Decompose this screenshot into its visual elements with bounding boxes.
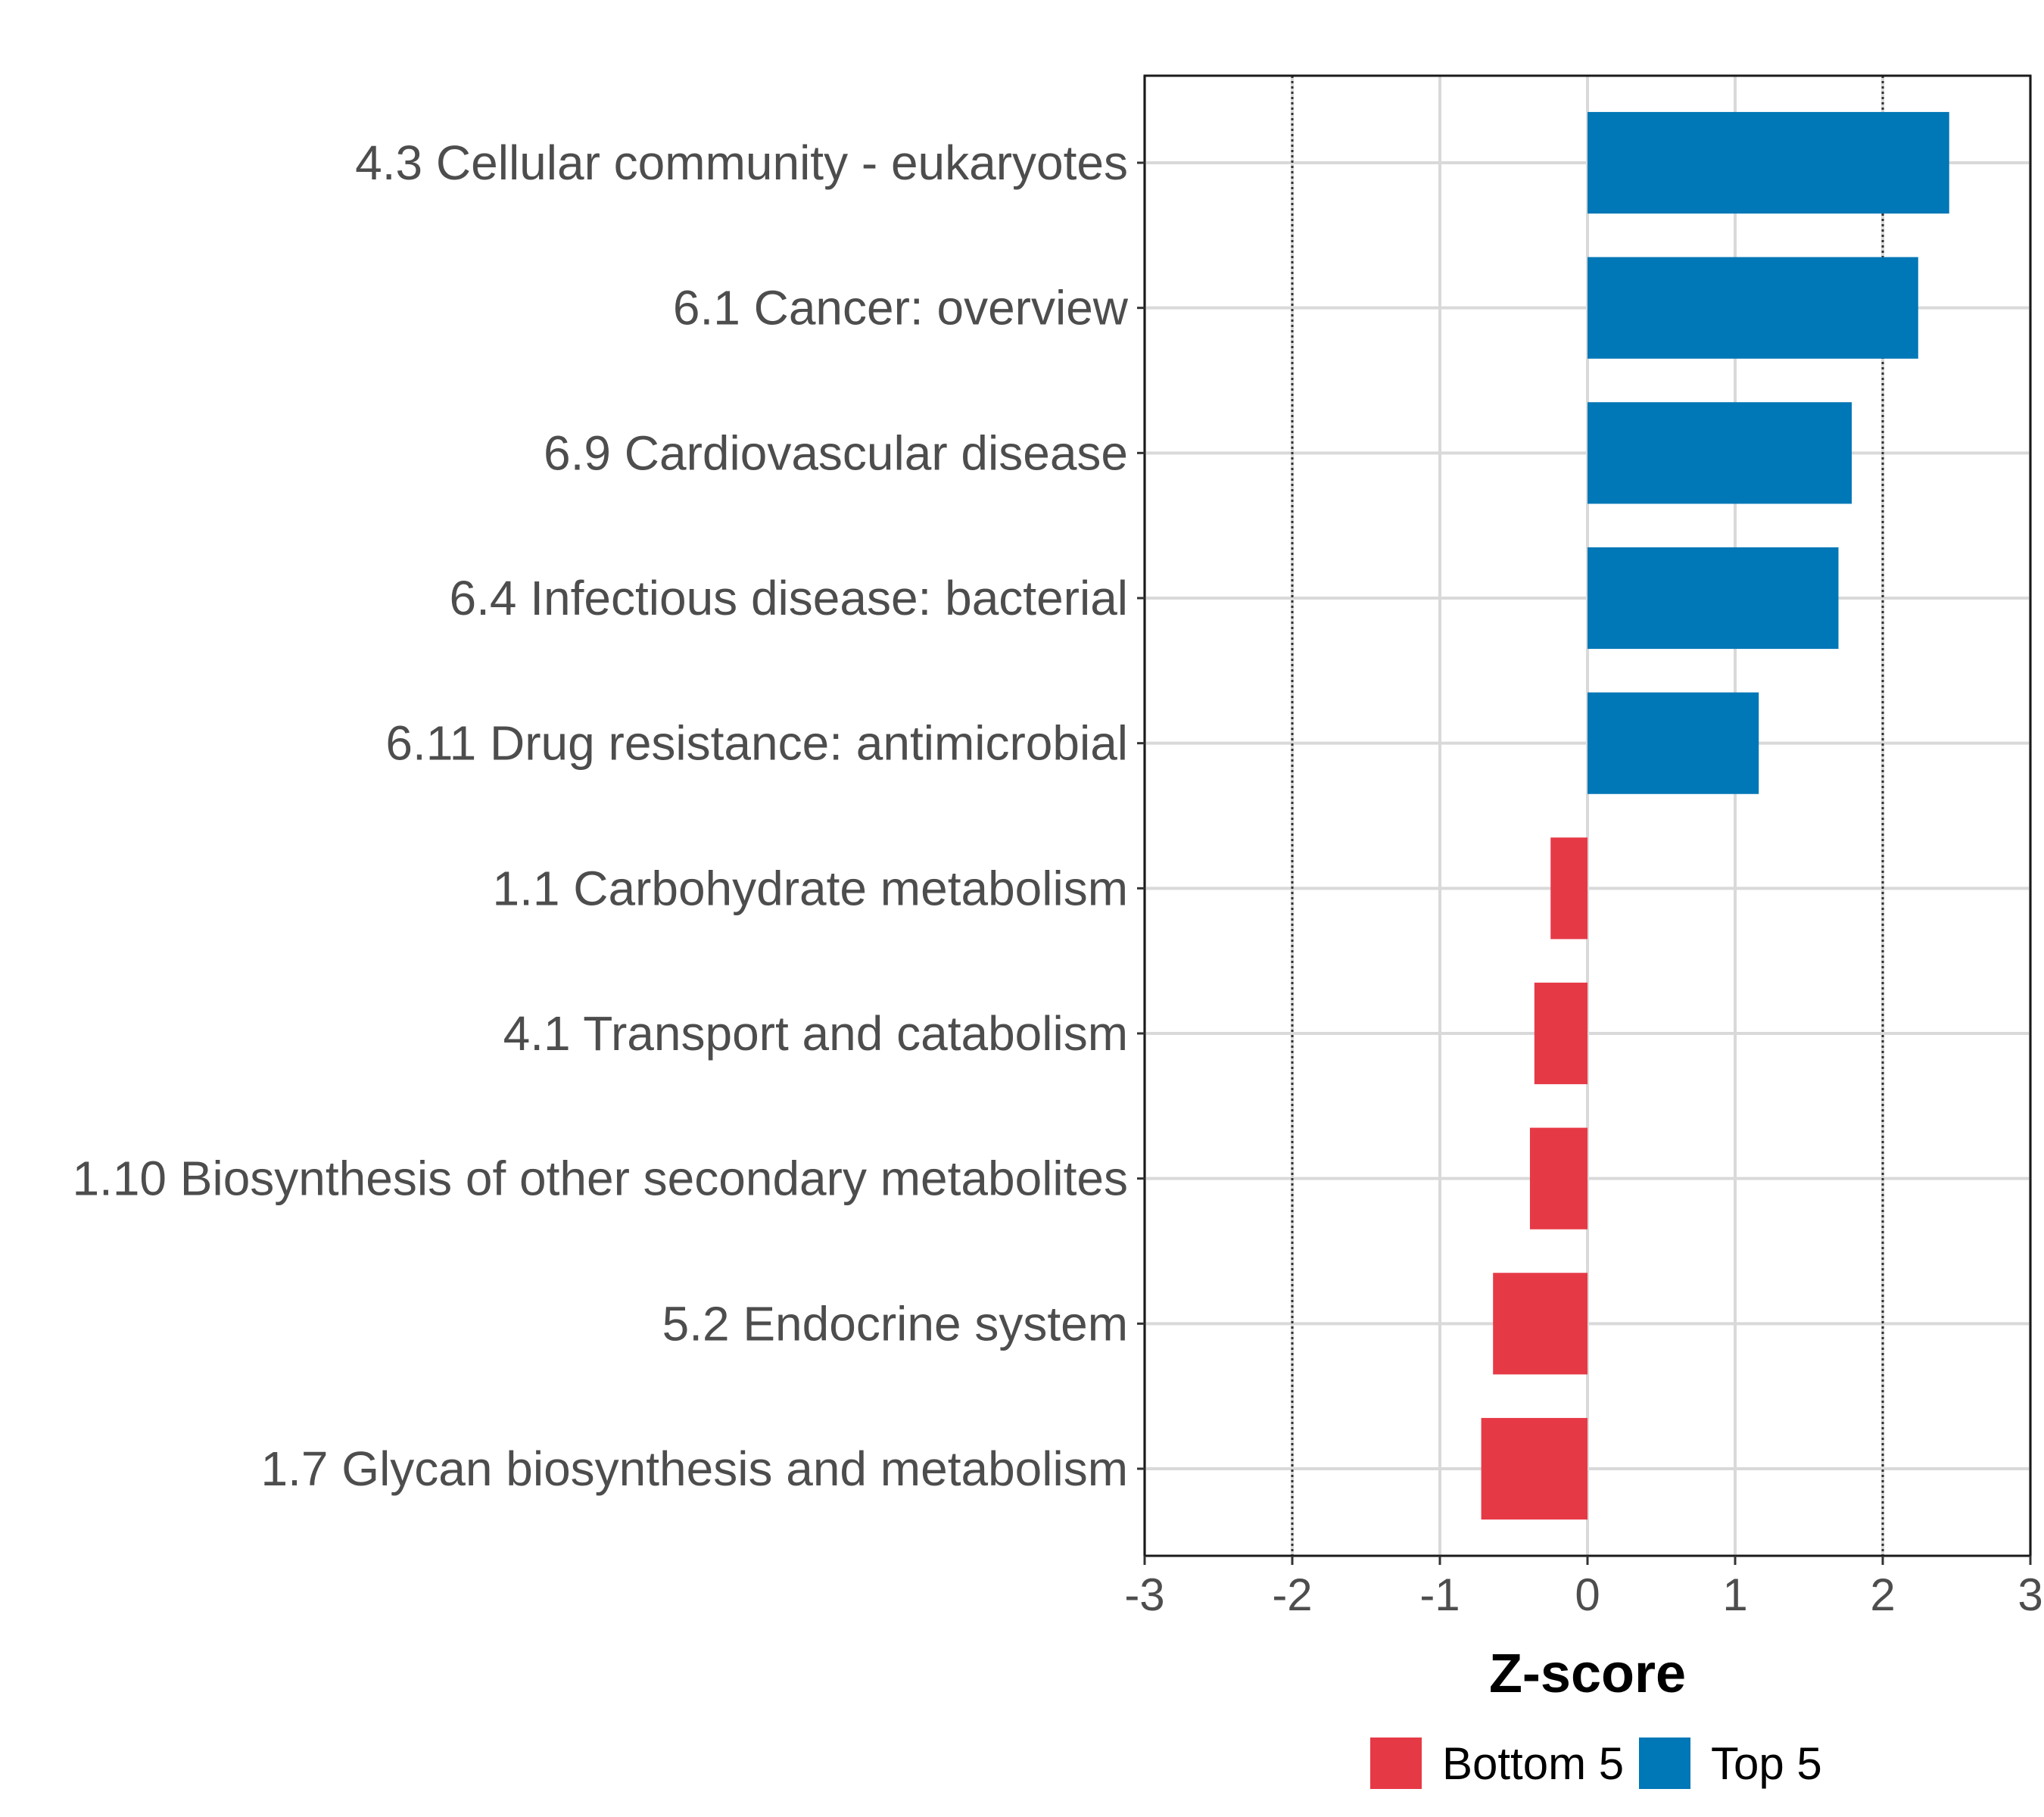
bar-1	[1588, 111, 1949, 214]
category-label: 6.1 Cancer: overview	[673, 281, 1129, 335]
legend-label: Top 5	[1711, 1738, 1822, 1789]
bar-2	[1588, 257, 1918, 359]
bar-3	[1588, 402, 1852, 504]
category-label: 4.3 Cellular community - eukaryotes	[355, 136, 1128, 190]
category-label: 6.4 Infectious disease: bacterial	[449, 571, 1128, 625]
x-tick-label: -1	[1419, 1569, 1460, 1620]
x-tick-label: 3	[2018, 1569, 2042, 1620]
bar-4	[1588, 547, 1839, 650]
category-label: 1.7 Glycan biosynthesis and metabolism	[261, 1441, 1128, 1496]
category-label: 1.10 Biosynthesis of other secondary met…	[72, 1152, 1128, 1206]
x-tick-label: -2	[1272, 1569, 1312, 1620]
category-label: 1.1 Carbohydrate metabolism	[492, 861, 1128, 915]
y-axis: 4.3 Cellular community - eukaryotes 6.1 C…	[72, 136, 1145, 1496]
category-label: 6.11 Drug resistance: antimicrobial	[385, 716, 1128, 771]
category-label: 6.9 Cardiovascular disease	[544, 425, 1128, 480]
bars	[1481, 111, 1949, 1520]
bar-5	[1588, 692, 1759, 794]
bar-7	[1534, 982, 1588, 1085]
x-axis-title: Z-score	[1489, 1644, 1686, 1704]
category-label: 5.2 Endocrine system	[662, 1296, 1128, 1351]
x-tick-label: 2	[1870, 1569, 1895, 1620]
bar-8	[1529, 1127, 1588, 1230]
legend-label: Bottom 5	[1442, 1738, 1624, 1789]
x-tick-label: 0	[1575, 1569, 1600, 1620]
bar-6	[1550, 837, 1588, 940]
legend: Bottom 5 Top 5	[1370, 1738, 1822, 1789]
bar-10	[1481, 1417, 1588, 1520]
x-tick-label: -3	[1124, 1569, 1164, 1620]
bar-9	[1493, 1273, 1588, 1375]
category-label: 4.1 Transport and catabolism	[503, 1006, 1128, 1061]
x-axis: -3 -2 -1 0 1 2 3	[1124, 1556, 2043, 1620]
legend-swatch-top5	[1639, 1738, 1690, 1789]
legend-swatch-bottom5	[1370, 1738, 1422, 1789]
x-tick-label: 1	[1722, 1569, 1747, 1620]
